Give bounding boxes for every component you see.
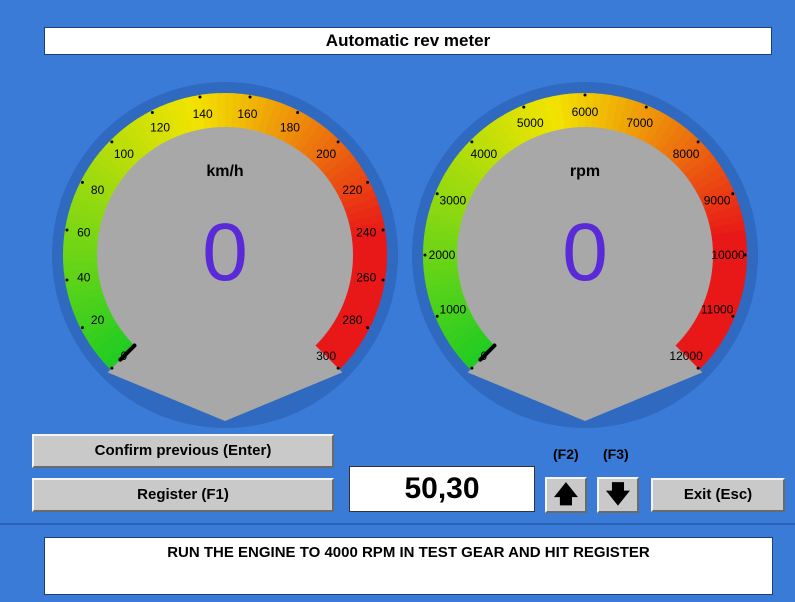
speed-tick-label: 200	[316, 147, 336, 161]
rpm-tick-label: 12000	[669, 349, 703, 363]
speed-tick-mark	[366, 180, 370, 184]
speed-tick-mark	[80, 180, 84, 184]
f2-hint-label: (F2)	[553, 446, 579, 462]
rpm-unit-label: rpm	[570, 163, 600, 180]
f3-hint-label: (F3)	[603, 446, 629, 462]
rpm-tick-label: 3000	[440, 193, 467, 207]
arrow-down-icon: 🡇	[605, 481, 631, 508]
rpm-tick-mark	[743, 253, 747, 257]
rpm-tick-label: 10000	[711, 248, 745, 262]
rpm-tick-mark	[731, 192, 735, 196]
decrease-button[interactable]: 🡇	[597, 477, 639, 513]
speed-tick-label: 20	[91, 313, 105, 327]
speed-tick-mark	[248, 95, 252, 99]
speed-tick-mark	[110, 140, 114, 144]
entered-value-display: 50,30	[349, 466, 535, 512]
window-title: Automatic rev meter	[44, 27, 772, 55]
speed-tick-mark	[65, 228, 69, 232]
increase-button[interactable]: 🡅	[545, 477, 587, 513]
rpm-tick-label: 11000	[701, 303, 734, 317]
divider	[0, 523, 795, 525]
rpm-tick-label: 7000	[626, 116, 653, 130]
rpm-tick-mark	[696, 140, 700, 144]
speed-tick-label: 180	[280, 121, 300, 135]
exit-button[interactable]: Exit (Esc)	[651, 478, 785, 512]
rpm-tick-mark	[696, 366, 700, 370]
rpm-tick-label: 5000	[517, 116, 544, 130]
speed-tick-label: 300	[316, 349, 336, 363]
rpm-tick-label: 1000	[440, 303, 467, 317]
rpm-tick-mark	[435, 314, 439, 318]
rpm-tick-label: 8000	[673, 147, 700, 161]
rpm-needle	[478, 343, 497, 362]
rpm-value-readout: 0	[562, 207, 608, 298]
speed-gauge: 0 20 40 60 80 100 120 140 160 180 200 220 240 260 280 3…	[50, 80, 400, 430]
gauge-bottom-gap	[467, 255, 703, 421]
speed-tick-label: 40	[77, 270, 91, 284]
rpm-tick-label: 9000	[704, 193, 731, 207]
speed-gauge-svg: 0 20 40 60 80 100 120 140 160 180 200 220 240 260 280 3…	[52, 82, 398, 428]
gauge-bottom-gap	[107, 255, 343, 421]
speed-tick-mark	[110, 366, 114, 370]
rpm-tick-mark	[731, 314, 735, 318]
rpm-tick-label: 6000	[572, 105, 599, 119]
rpm-tick-mark	[423, 253, 427, 257]
rpm-gauge: 0 1000 2000 3000 4000 5000 6000 7000 8000 9000 100…	[410, 80, 760, 430]
speed-tick-label: 120	[150, 121, 170, 135]
speed-tick-mark	[150, 110, 154, 114]
speed-tick-mark	[198, 95, 202, 99]
speed-tick-mark	[381, 228, 385, 232]
confirm-previous-button[interactable]: Confirm previous (Enter)	[32, 434, 334, 468]
rpm-tick-mark	[644, 105, 648, 109]
speed-tick-label: 100	[114, 147, 134, 161]
instruction-message: RUN THE ENGINE TO 4000 RPM IN TEST GEAR …	[44, 537, 773, 595]
speed-tick-mark	[336, 366, 340, 370]
rpm-gauge-svg: 0 1000 2000 3000 4000 5000 6000 7000 8000 9000 100…	[412, 82, 758, 428]
speed-tick-label: 260	[356, 270, 376, 284]
speed-tick-mark	[336, 140, 340, 144]
speed-needle	[118, 343, 137, 362]
rpm-tick-mark	[583, 93, 587, 97]
speed-tick-mark	[80, 326, 84, 330]
speed-tick-mark	[381, 278, 385, 282]
speed-tick-label: 140	[193, 107, 213, 121]
speed-unit-label: km/h	[206, 163, 243, 180]
register-button[interactable]: Register (F1)	[32, 478, 334, 512]
speed-tick-label: 240	[356, 226, 376, 240]
speed-tick-label: 80	[91, 183, 105, 197]
speed-tick-mark	[296, 110, 300, 114]
rpm-tick-mark	[435, 192, 439, 196]
rpm-tick-mark	[470, 140, 474, 144]
rpm-tick-mark	[522, 105, 526, 109]
rpm-tick-mark	[470, 366, 474, 370]
speed-tick-label: 60	[77, 226, 91, 240]
rpm-tick-label: 4000	[471, 147, 498, 161]
speed-value-readout: 0	[202, 207, 248, 298]
speed-tick-label: 160	[237, 107, 257, 121]
arrow-up-icon: 🡅	[553, 481, 579, 508]
speed-tick-label: 220	[342, 183, 362, 197]
speed-tick-label: 280	[342, 313, 362, 327]
speed-tick-mark	[366, 326, 370, 330]
rpm-tick-label: 2000	[429, 248, 456, 262]
speed-tick-mark	[65, 278, 69, 282]
